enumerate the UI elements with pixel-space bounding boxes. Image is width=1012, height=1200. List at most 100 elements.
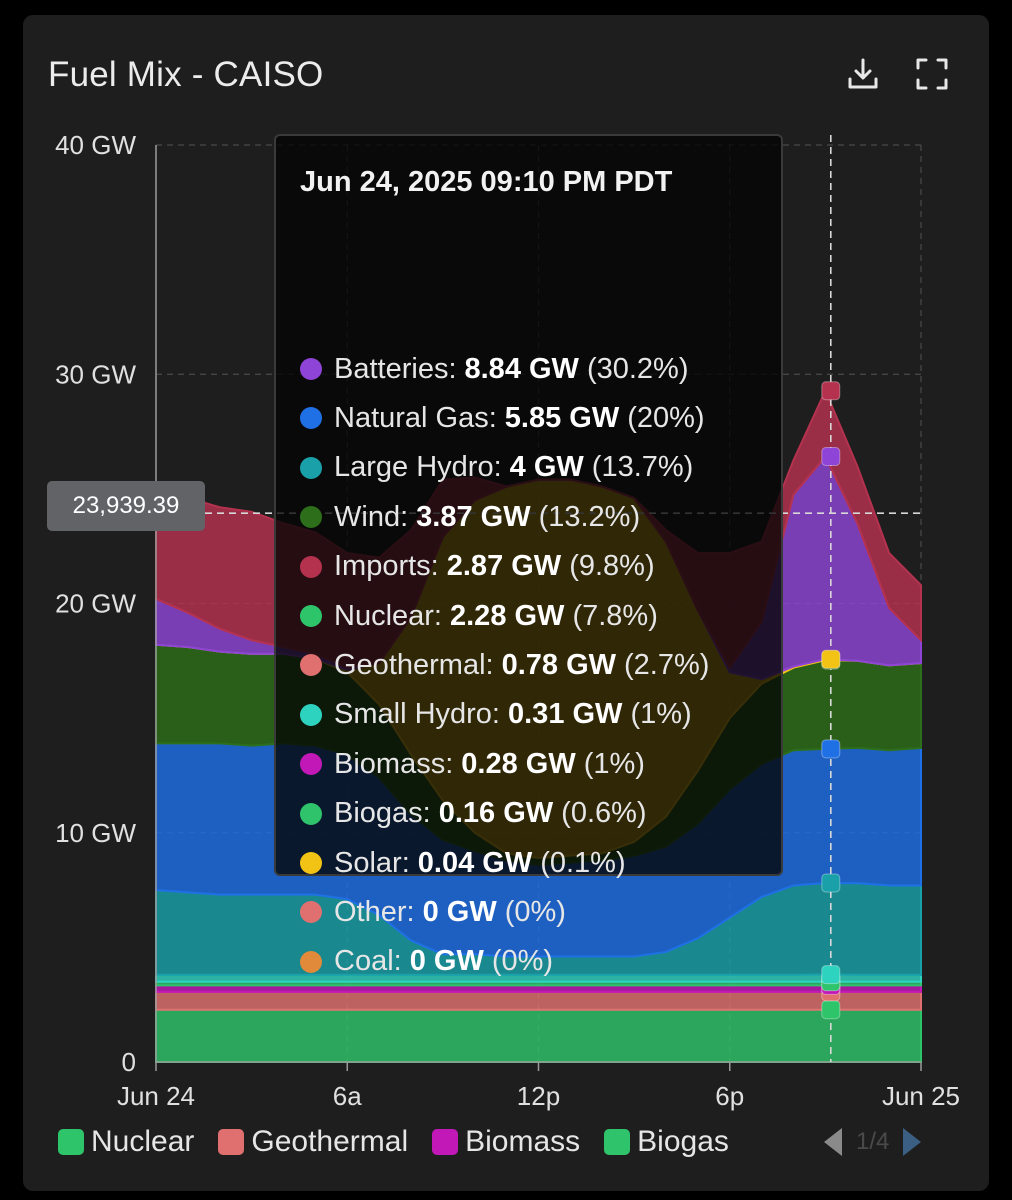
tooltip-dot [300,407,322,430]
legend-swatch [58,1129,84,1155]
tooltip-dot [300,703,322,726]
legend-swatch [432,1129,459,1155]
tooltip-dot [300,852,322,874]
tooltip-series-name: Wind: [334,500,409,533]
tooltip-series-name: Imports: [334,550,439,583]
legend-item-nuclear[interactable]: Nuclear [58,1125,194,1159]
legend-item-geothermal[interactable]: Geothermal [218,1125,408,1159]
tooltip-series-value: 4 GW [509,451,584,484]
download-button[interactable] [845,54,881,94]
tooltip-series-percent: (1%) [630,698,692,731]
x-tick-label: Jun 25 [882,1081,960,1111]
tooltip-series-name: Large Hydro: [334,451,502,484]
x-tick-label: 12p [517,1081,560,1111]
tooltip-dot [300,506,322,529]
tooltip-dot [300,555,322,578]
tooltip-row-small-hydro: Small Hydro: 0.31 GW (1%) [300,695,692,735]
tooltip-row-natural-gas: Natural Gas: 5.85 GW (20%) [300,398,705,438]
download-icon [848,58,878,89]
tooltip-row-large-hydro: Large Hydro: 4 GW (13.7%) [300,448,693,488]
tooltip-series-name: Natural Gas: [334,401,497,434]
tooltip-series-name: Other: [334,895,415,928]
tooltip-series-percent: (0.6%) [561,797,647,830]
area-nuclear [155,1008,922,1063]
tooltip-series-value: 0 GW [422,895,497,928]
tooltip-series-percent: (7.8%) [572,599,658,632]
chart-title: Fuel Mix - CAISO [48,55,324,94]
tooltip-dot [300,605,322,627]
tooltip-series-name: Biomass: [334,747,454,780]
legend-item-biogas[interactable]: Biogas [604,1125,729,1159]
tooltip-series-value: 0.16 GW [438,797,554,830]
legend-label: Biomass [465,1125,581,1158]
legend-label: Biogas [637,1125,729,1158]
legend-pager: 1/4 [820,1120,925,1164]
tooltip-row-biomass: Biomass: 0.28 GW (1%) [300,744,645,784]
tooltip-series-value: 3.87 GW [416,500,531,533]
tooltip-series-percent: (9.8%) [569,550,655,583]
tooltip-series-value: 0.78 GW [501,648,617,681]
tooltip-series-percent: (0%) [504,895,566,928]
tooltip-series-name: Solar: [334,846,410,879]
tooltip: Jun 24, 2025 09:10 PM PDT Batteries: 8.84… [274,134,783,977]
y-tick-label: 40 GW [55,130,136,160]
fullscreen-button[interactable] [914,54,950,94]
y-tick-label: 20 GW [55,589,136,619]
tooltip-series-percent: (13.7%) [591,451,694,484]
hover-marker-imports [821,381,841,401]
tooltip-series-value: 2.87 GW [446,550,562,583]
tooltip-series-name: Nuclear: [334,599,442,632]
tooltip-row-batteries: Batteries: 8.84 GW (30.2%) [300,349,688,389]
x-tick-label: 6p [715,1081,744,1111]
tooltip-series-value: 0.31 GW [508,698,623,731]
hover-marker-nuclear [821,1000,841,1020]
x-tick-label: Jun 24 [117,1081,195,1111]
hover-marker-batteries [821,447,841,467]
y-tick-label: 0 [122,1047,136,1077]
tooltip-series-percent: (2.7%) [624,648,710,681]
hover-marker-solar [821,649,841,669]
legend-item-biomass[interactable]: Biomass [432,1125,580,1159]
legend: Nuclear Geothermal Biomass Biogas [58,1120,753,1164]
tooltip-series-name: Batteries: [334,352,457,385]
tooltip-series-name: Small Hydro: [334,698,500,731]
legend-label: Geothermal [251,1125,409,1158]
y-tick-label: 30 GW [55,359,136,389]
tooltip-title: Jun 24, 2025 09:10 PM PDT [300,166,673,198]
tooltip-series-percent: (13.2%) [538,500,641,533]
crosshair-y-value: 23,939.39 [47,481,205,531]
tooltip-series-percent: (0%) [491,945,554,978]
tooltip-series-value: 0.28 GW [461,747,576,780]
legend-page-indicator: 1/4 [856,1128,890,1155]
fullscreen-icon [916,58,948,90]
tooltip-series-percent: (0.1%) [540,846,626,879]
hover-marker-large-hydro [821,873,841,893]
tooltip-row-biogas: Biogas: 0.16 GW (0.6%) [300,794,647,834]
tooltip-series-percent: (30.2%) [586,352,689,385]
tooltip-series-name: Coal: [334,945,402,978]
tooltip-row-other: Other: 0 GW (0%) [300,892,566,932]
tooltip-dot [300,753,322,776]
tooltip-dot [300,950,322,973]
tooltip-series-value: 2.28 GW [450,599,565,632]
tooltip-dot [300,802,322,825]
tooltip-dot [300,358,322,380]
prev-page-icon[interactable] [820,1125,846,1159]
hover-marker-small-hydro [821,965,841,985]
tooltip-row-solar: Solar: 0.04 GW (0.1%) [300,843,626,883]
legend-swatch [604,1129,631,1155]
tooltip-row-nuclear: Nuclear: 2.28 GW (7.8%) [300,596,658,636]
tooltip-series-percent: (20%) [627,401,705,434]
tooltip-series-name: Geothermal: [334,648,494,681]
legend-swatch [218,1129,245,1155]
y-tick-label: 10 GW [55,818,136,848]
next-page-icon[interactable] [899,1125,925,1159]
tooltip-dot [300,456,322,479]
tooltip-row-geothermal: Geothermal: 0.78 GW (2.7%) [300,645,709,685]
area-geothermal [155,990,922,1011]
tooltip-series-value: 5.85 GW [504,401,620,434]
hover-marker-natural-gas [821,739,841,759]
tooltip-series-name: Biogas: [334,797,431,830]
tooltip-row-wind: Wind: 3.87 GW (13.2%) [300,497,640,537]
x-tick-label: 6a [333,1081,362,1111]
